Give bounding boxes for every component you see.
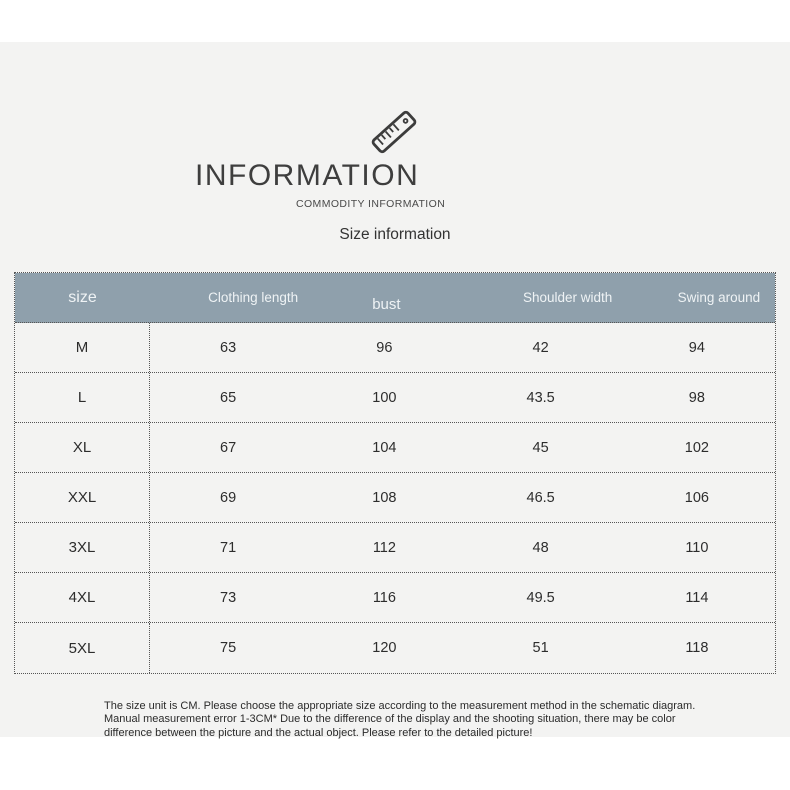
ruler-icon: [364, 102, 424, 162]
table-cell: 112: [372, 539, 396, 556]
size-table: size Clothing length bust Shoulder width…: [14, 272, 776, 674]
content-panel: INFORMATION COMMODITY INFORMATION Size i…: [0, 42, 790, 740]
table-cell: 65: [220, 389, 237, 406]
page-subtitle: COMMODITY INFORMATION: [296, 198, 446, 210]
size-cell: L: [15, 373, 150, 422]
table-row: XXL 69 108 46.5 106: [15, 473, 775, 523]
size-cell: 5XL: [15, 623, 150, 673]
column-header-label: Swing around: [677, 290, 761, 305]
footer-line: difference between the picture and the a…: [104, 726, 533, 739]
table-row: 3XL 71 112 48 110: [15, 523, 775, 573]
table-cell: 120: [372, 640, 397, 656]
size-cell: M: [15, 323, 150, 372]
size-cell: 4XL: [15, 573, 150, 622]
size-cell: XL: [15, 423, 150, 472]
table-cell: 98: [688, 389, 705, 406]
table-cell: 69: [220, 489, 237, 506]
table-cell: 75: [220, 640, 237, 656]
table-row: L 65 100 43.5 98: [15, 373, 775, 423]
table-cell: 49.5: [526, 589, 555, 606]
table-cell: 43.5: [526, 389, 555, 406]
table-cell: 96: [376, 339, 393, 356]
column-header-label: Shoulder width: [522, 290, 613, 305]
column-header-swing-around: Swing around: [619, 273, 775, 322]
table-cell: 118: [685, 640, 709, 656]
table-cell: 100: [372, 389, 397, 406]
table-cell: 106: [684, 489, 709, 506]
table-cell: 63: [220, 339, 237, 356]
table-cell: 67: [220, 439, 237, 456]
column-header-bust: bust: [306, 273, 462, 322]
footer-note: The size unit is CM. Please choose the a…: [104, 700, 704, 740]
column-header-clothing-length: Clothing length: [150, 273, 306, 322]
footer-line: Manual measurement error 1-3CM* Due to t…: [104, 713, 676, 726]
size-cell: 3XL: [15, 523, 150, 572]
table-row: 5XL 75 120 51 118: [15, 623, 775, 673]
table-cell: 104: [372, 439, 397, 456]
table-row: M 63 96 42 94: [15, 323, 775, 373]
column-header-label: bust: [372, 296, 401, 313]
table-cell: 51: [532, 640, 549, 656]
table-cell: 42: [532, 339, 549, 356]
table-cell: 110: [685, 539, 709, 556]
footer-line: The size unit is CM. Please choose the a…: [104, 700, 696, 712]
table-cell: 94: [688, 339, 705, 356]
table-cell: 73: [220, 589, 237, 606]
table-cell: 71: [220, 539, 237, 556]
column-header-size: size: [68, 288, 97, 306]
table-cell: 108: [372, 489, 397, 506]
table-cell: 48: [532, 539, 549, 556]
page-title: INFORMATION: [195, 159, 420, 192]
table-row: XL 67 104 45 102: [15, 423, 775, 473]
table-header-row: size Clothing length bust Shoulder width…: [15, 273, 775, 323]
section-title: Size information: [339, 226, 451, 243]
table-cell: 114: [685, 589, 709, 606]
column-header-shoulder-width: Shoulder width: [463, 273, 619, 322]
table-row: 4XL 73 116 49.5 114: [15, 573, 775, 623]
column-header-label: Clothing length: [208, 290, 299, 305]
size-cell: XXL: [15, 473, 150, 522]
table-cell: 46.5: [526, 489, 555, 506]
table-cell: 102: [684, 439, 709, 456]
table-cell: 116: [372, 589, 396, 606]
table-cell: 45: [532, 439, 549, 456]
